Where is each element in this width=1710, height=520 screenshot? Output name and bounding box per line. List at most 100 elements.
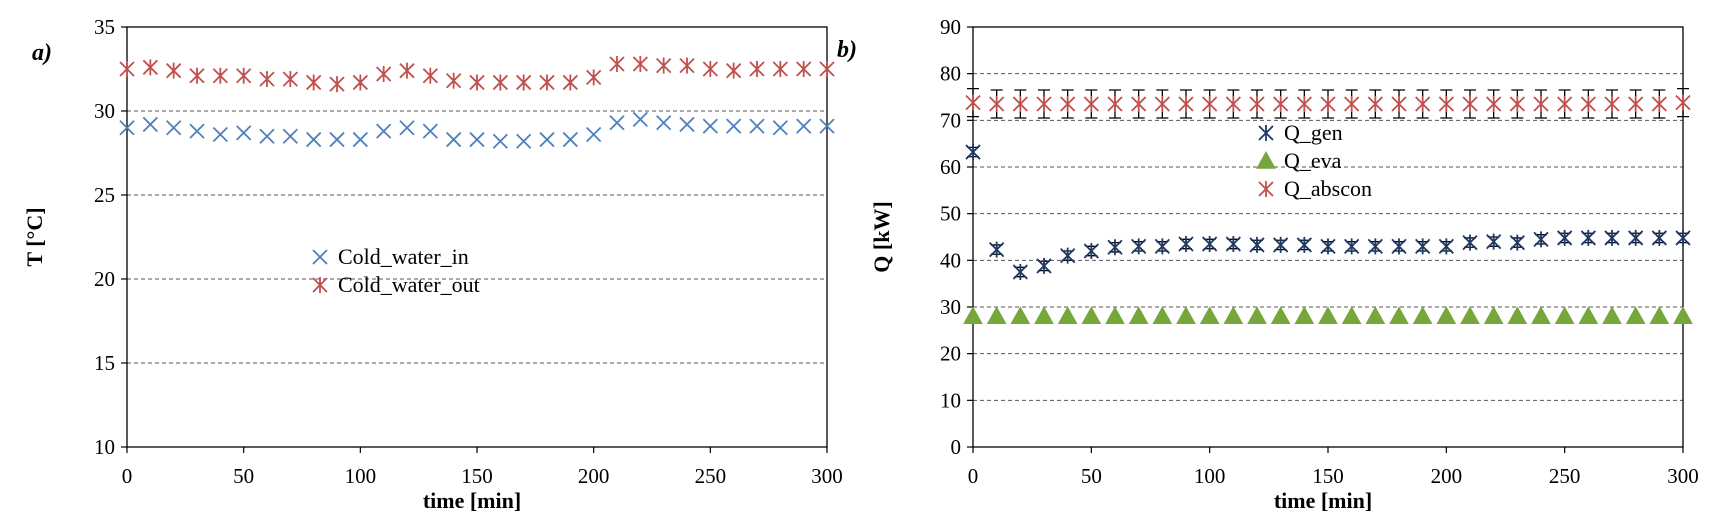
chart-b-data-point xyxy=(989,241,1005,258)
chart-a-xtick-label: 50 xyxy=(233,464,254,488)
chart-a-data-point xyxy=(772,61,788,77)
chart-a-data-point xyxy=(399,62,415,79)
chart-b-data-point xyxy=(1365,306,1386,325)
chart-b-ytick-label: 80 xyxy=(940,62,961,86)
chart-b-data-point xyxy=(1131,238,1147,255)
chart-a-ytick-label: 30 xyxy=(94,99,115,123)
chart-b-data-point xyxy=(1460,306,1480,325)
chart-b-data-point xyxy=(1391,96,1407,112)
chart-a-legend-label: Cold_water_in xyxy=(338,244,469,269)
chart-b-data-point xyxy=(1438,238,1454,255)
chart-a-data-point xyxy=(469,74,485,91)
chart-b-data-point xyxy=(1202,96,1218,112)
chart-b-data-point xyxy=(1152,306,1173,325)
chart-a-data-point xyxy=(119,61,135,77)
chart-b-yaxis-label: Q [kW] xyxy=(869,201,894,273)
chart-a-data-point xyxy=(189,67,205,84)
chart-b-data-point xyxy=(986,306,1007,325)
chart-a-panel-label: a) xyxy=(32,40,52,66)
chart-b-data-point xyxy=(965,144,981,161)
chart-b-power: 0 10 20 30 40 50 60 70 80 90 0 50 100 150 200 250 300 tim… xyxy=(837,15,1699,513)
chart-a-yaxis-label: T [°C] xyxy=(22,207,47,266)
chart-b-legend-marker xyxy=(1258,125,1274,141)
chart-a-data-point xyxy=(796,61,812,77)
chart-b-data-point xyxy=(1034,306,1054,325)
chart-b-data-point xyxy=(1296,236,1312,253)
chart-b-data-point xyxy=(1462,234,1478,251)
chart-b-data-point xyxy=(1178,236,1194,252)
chart-b-data-point xyxy=(1533,231,1549,248)
chart-a-data-point xyxy=(819,118,835,134)
chart-a-data-point xyxy=(352,74,368,91)
chart-b-data-point xyxy=(965,94,981,111)
chart-a-data-point xyxy=(586,69,602,86)
chart-b-data-point xyxy=(1270,306,1291,325)
chart-b-data-point xyxy=(1273,96,1289,112)
chart-a-series-cold-water-in xyxy=(119,111,835,149)
chart-a-series-cold-water-out xyxy=(119,55,835,93)
chart-a-data-point xyxy=(516,74,532,91)
chart-b-data-point xyxy=(1249,96,1265,112)
chart-a-data-point xyxy=(539,131,555,148)
chart-b-data-point xyxy=(1604,229,1620,246)
chart-b-data-point xyxy=(1225,96,1241,112)
chart-a-data-point xyxy=(586,126,602,143)
chart-b-series-q-abscon xyxy=(965,87,1691,119)
chart-a-ytick-label: 25 xyxy=(94,183,115,207)
chart-a-data-point xyxy=(236,67,252,84)
chart-b-data-point xyxy=(1012,96,1028,112)
chart-a-data-point xyxy=(632,111,648,128)
chart-b-data-point xyxy=(1154,238,1170,255)
chart-b-panel-label: b) xyxy=(837,37,857,63)
chart-a-data-point xyxy=(119,120,135,136)
chart-b-ytick-label: 60 xyxy=(940,155,961,179)
chart-b-data-point xyxy=(1083,243,1099,259)
chart-b-xtick-label: 250 xyxy=(1549,464,1581,488)
chart-b-data-point xyxy=(1296,96,1312,112)
chart-a-data-point xyxy=(212,67,228,84)
chart-b-series-q-gen xyxy=(965,144,1691,280)
chart-a-data-point xyxy=(772,120,788,136)
chart-a-data-point xyxy=(492,133,508,149)
chart-b-data-point xyxy=(1367,238,1383,255)
chart-b-data-point xyxy=(1128,306,1149,325)
chart-b-data-point xyxy=(1320,238,1336,255)
chart-a-data-point xyxy=(282,128,298,144)
chart-b-data-point xyxy=(1651,96,1667,112)
chart-b-xtick-label: 100 xyxy=(1194,464,1226,488)
chart-b-data-point xyxy=(1083,96,1099,112)
chart-b-data-point xyxy=(1675,229,1691,246)
chart-b-data-point xyxy=(1318,306,1338,325)
chart-a-xtick-label: 0 xyxy=(122,464,133,488)
chart-a-data-point xyxy=(562,74,578,91)
chart-b-data-point xyxy=(1554,306,1575,325)
chart-b-xtick-label: 300 xyxy=(1667,464,1699,488)
chart-b-data-point xyxy=(1580,96,1596,112)
chart-b-data-point xyxy=(1509,234,1525,251)
chart-b-data-point xyxy=(1625,306,1646,325)
chart-a-data-point xyxy=(446,131,462,148)
chart-a-data-point xyxy=(726,118,742,134)
chart-a-ytick-label: 35 xyxy=(94,15,115,39)
chart-b-data-point xyxy=(1531,306,1551,325)
chart-b-legend-label: Q_eva xyxy=(1284,148,1342,173)
chart-a-data-point xyxy=(142,116,158,133)
chart-a-data-point xyxy=(306,131,322,148)
chart-a-temperature: 10 15 20 25 30 35 0 50 100 150 200 250 300 time [min]… xyxy=(22,15,843,513)
chart-a-data-point xyxy=(702,61,718,77)
chart-b-data-point xyxy=(1436,306,1457,325)
chart-b-data-point xyxy=(1294,306,1315,325)
chart-b-data-point xyxy=(1675,94,1691,111)
chart-a-xtick-label: 250 xyxy=(695,464,727,488)
chart-b-legend-marker xyxy=(1256,150,1276,169)
chart-b-series-q-eva xyxy=(963,306,1693,325)
chart-b-ytick-label: 50 xyxy=(940,202,961,226)
chart-a-data-point xyxy=(469,131,485,148)
chart-b-ytick-label: 0 xyxy=(951,435,962,459)
chart-b-data-point xyxy=(963,306,983,325)
chart-b-data-point xyxy=(1273,236,1289,253)
chart-b-data-point xyxy=(1344,96,1360,112)
chart-b-ytick-label: 40 xyxy=(940,248,961,272)
chart-a-data-point xyxy=(679,57,695,74)
chart-a-data-point xyxy=(142,59,158,76)
